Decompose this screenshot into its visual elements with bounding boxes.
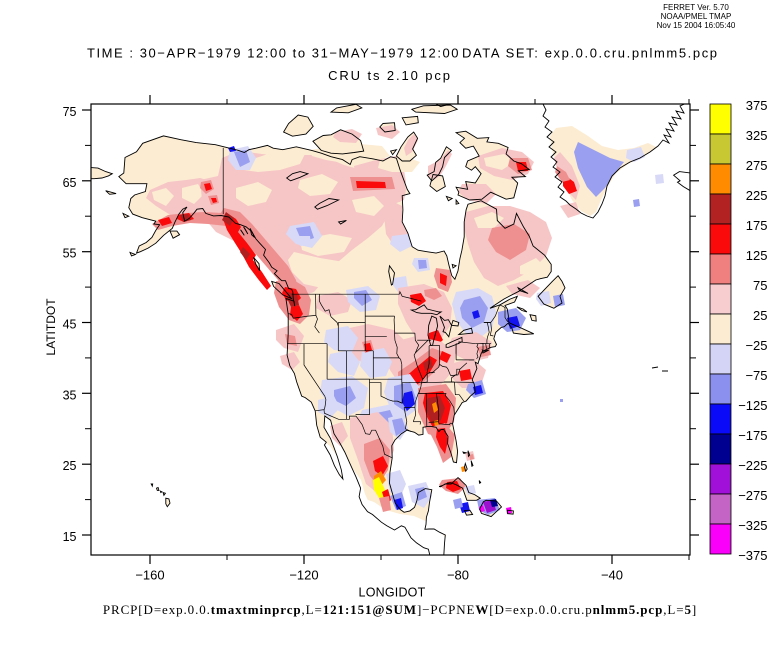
svg-text:75: 75 [63, 105, 77, 119]
svg-text:65: 65 [63, 176, 77, 190]
svg-text:DATA SET: exp.0.0.cru.pnlmm5.p: DATA SET: exp.0.0.cru.pnlmm5.pcp [462, 46, 719, 61]
svg-text:−160: −160 [135, 568, 164, 583]
svg-text:−75: −75 [745, 368, 767, 383]
svg-text:225: 225 [746, 188, 768, 203]
svg-text:325: 325 [746, 128, 768, 143]
svg-text:−120: −120 [289, 568, 318, 583]
svg-text:−225: −225 [738, 458, 767, 473]
svg-text:−275: −275 [738, 488, 767, 503]
svg-text:−325: −325 [738, 518, 767, 533]
svg-text:TIME : 30−APR−1979 12:00 to 31: TIME : 30−APR−1979 12:00 to 31−MAY−1979 … [87, 46, 460, 61]
svg-text:−25: −25 [745, 338, 767, 353]
svg-text:175: 175 [746, 218, 768, 233]
svg-text:45: 45 [63, 318, 77, 332]
svg-text:25: 25 [63, 459, 77, 473]
svg-text:125: 125 [746, 248, 768, 263]
svg-text:−40: −40 [601, 568, 623, 583]
svg-text:−375: −375 [738, 548, 767, 563]
svg-text:55: 55 [63, 247, 77, 261]
svg-text:PRCP[D=exp.0.0.tmaxtminprcp,L=: PRCP[D=exp.0.0.tmaxtminprcp,L=121:151@SU… [103, 602, 697, 617]
svg-text:75: 75 [753, 278, 767, 293]
svg-text:−80: −80 [447, 568, 469, 583]
svg-text:−175: −175 [738, 428, 767, 443]
svg-text:CRU ts 2.10 pcp: CRU ts 2.10 pcp [328, 68, 452, 83]
svg-text:Nov 15 2004 16:05:40: Nov 15 2004 16:05:40 [657, 21, 736, 30]
svg-text:25: 25 [753, 308, 767, 323]
svg-text:FERRET Ver. 5.70: FERRET Ver. 5.70 [663, 3, 729, 12]
svg-text:−125: −125 [738, 398, 767, 413]
svg-text:NOAA/PMEL TMAP: NOAA/PMEL TMAP [661, 12, 732, 21]
svg-text:35: 35 [63, 388, 77, 402]
svg-text:LATITDOT: LATITDOT [44, 298, 58, 356]
svg-text:375: 375 [746, 98, 768, 113]
svg-text:LONGIDOT: LONGIDOT [359, 586, 426, 600]
svg-text:275: 275 [746, 158, 768, 173]
svg-text:15: 15 [63, 530, 77, 544]
